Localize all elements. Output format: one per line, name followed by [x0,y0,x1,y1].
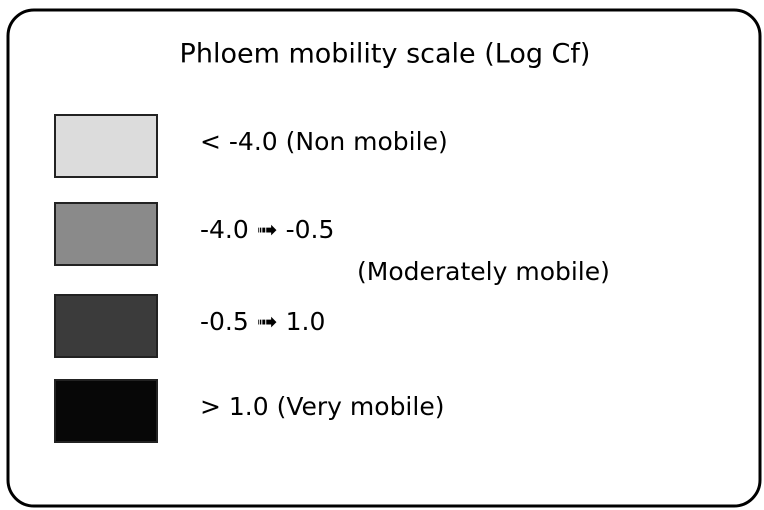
legend-swatch [54,114,158,178]
legend-note: (Moderately mobile) [357,257,610,286]
legend-swatch [54,202,158,266]
legend-label: -0.5 ➟ 1.0 [200,307,325,336]
legend-swatch [54,379,158,443]
legend-frame [6,8,762,508]
legend-label: < -4.0 (Non mobile) [200,127,448,156]
legend-swatch [54,294,158,358]
legend-label: > 1.0 (Very mobile) [200,392,444,421]
legend-title: Phloem mobility scale (Log Cf) [180,39,591,70]
legend-label: -4.0 ➟ -0.5 [200,215,334,244]
